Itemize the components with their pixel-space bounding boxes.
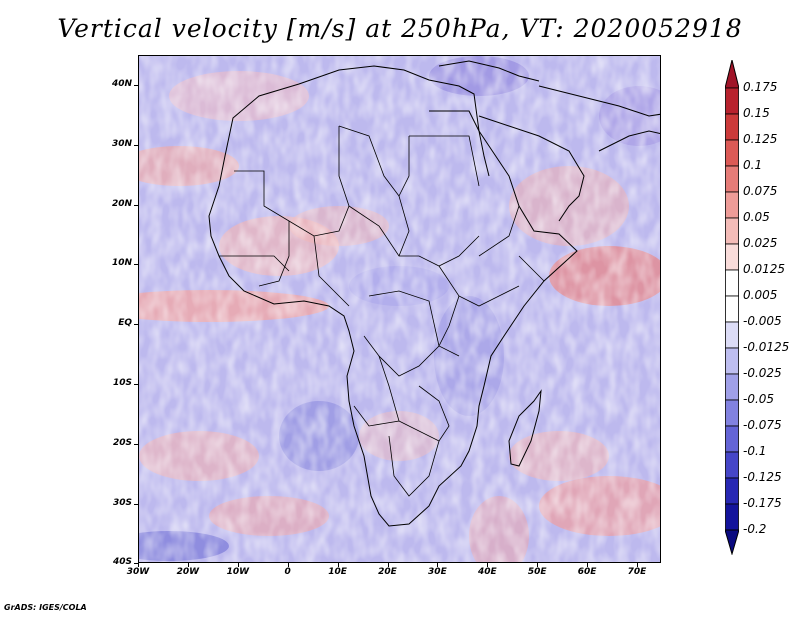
africa-coastline bbox=[208, 60, 660, 527]
colorbar-segment bbox=[725, 425, 739, 453]
colorbar-segment bbox=[725, 269, 739, 297]
lon-tick-label: 10E bbox=[328, 567, 347, 577]
lon-tick-mark bbox=[187, 563, 189, 567]
lon-tick-mark bbox=[437, 563, 439, 567]
colorbar-segment bbox=[725, 191, 739, 219]
colorbar-segment bbox=[725, 113, 739, 141]
colorbar-segment bbox=[725, 451, 739, 479]
colorbar-segment bbox=[725, 399, 739, 427]
colorbar-level-label: -0.025 bbox=[743, 366, 782, 380]
lon-tick-label: 20W bbox=[176, 567, 200, 577]
colorbar-level-label: 0.05 bbox=[743, 210, 770, 224]
colorbar-segment bbox=[725, 217, 739, 245]
lat-tick-label: 20S bbox=[112, 437, 132, 448]
colorbar-segment bbox=[725, 503, 739, 531]
lat-tick-label: EQ bbox=[118, 318, 132, 329]
colorbar-level-label: -0.005 bbox=[743, 314, 782, 328]
lon-tick-label: 70E bbox=[627, 567, 647, 577]
colorbar-segment bbox=[725, 243, 739, 271]
lon-tick-mark bbox=[337, 563, 339, 567]
lat-tick-mark bbox=[134, 204, 138, 206]
lon-tick-mark bbox=[237, 563, 239, 567]
colorbar-level-label: 0.175 bbox=[743, 80, 778, 94]
colorbar-level-label: -0.125 bbox=[743, 470, 782, 484]
lon-tick-label: 30E bbox=[428, 567, 447, 577]
lon-tick-label: 40E bbox=[477, 567, 497, 577]
colorbar-segment bbox=[725, 321, 739, 349]
colorbar-level-label: 0.0125 bbox=[743, 262, 785, 276]
lat-tick-mark bbox=[134, 144, 138, 146]
lat-tick-label: 40N bbox=[111, 79, 132, 89]
lon-tick-label: 0 bbox=[284, 567, 291, 577]
colorbar-segment bbox=[725, 139, 739, 167]
lat-tick-label: 20N bbox=[111, 198, 132, 209]
lon-tick-label: 30W bbox=[126, 567, 150, 577]
colorbar-level-label: 0.005 bbox=[743, 288, 778, 302]
colorbar-level-label: 0.1 bbox=[743, 158, 763, 172]
lon-tick-mark bbox=[637, 563, 638, 567]
colorbar-level-label: 0.075 bbox=[743, 184, 778, 198]
lat-tick-label: 10S bbox=[112, 378, 132, 388]
lon-tick-mark bbox=[138, 563, 139, 567]
lon-tick-mark bbox=[587, 563, 589, 567]
lon-tick-mark bbox=[387, 563, 389, 567]
lat-tick-mark bbox=[134, 563, 138, 565]
lon-tick-label: 10W bbox=[226, 567, 250, 577]
lat-tick-mark bbox=[134, 85, 138, 86]
lat-tick-label: 30N bbox=[111, 138, 132, 149]
colorbar-level-label: -0.1 bbox=[743, 444, 767, 458]
lon-tick-mark bbox=[487, 563, 489, 567]
lat-tick-mark bbox=[134, 324, 138, 326]
colorbar-level-label: 0.15 bbox=[743, 106, 770, 120]
colorbar-level-label: -0.2 bbox=[743, 522, 767, 536]
colorbar-segment bbox=[725, 477, 739, 505]
colorbar-segment bbox=[725, 87, 739, 115]
colorbar-level-label: -0.05 bbox=[743, 392, 775, 406]
chart-title: Vertical velocity [m/s] at 250hPa, VT: 2… bbox=[57, 14, 743, 43]
lat-tick-label: 30S bbox=[112, 497, 132, 508]
colorbar bbox=[725, 60, 739, 555]
colorbar-segment bbox=[725, 347, 739, 375]
colorbar-level-label: -0.075 bbox=[743, 418, 782, 432]
colorbar-level-label: 0.125 bbox=[743, 132, 778, 146]
lon-tick-label: 50E bbox=[527, 567, 547, 577]
colorbar-level-label: -0.0125 bbox=[743, 340, 790, 354]
colorbar-level-label: 0.025 bbox=[743, 236, 778, 250]
lat-tick-label: 40S bbox=[112, 557, 132, 568]
lon-tick-mark bbox=[537, 563, 539, 567]
lat-tick-mark bbox=[134, 503, 138, 505]
texture-overlay bbox=[139, 56, 660, 562]
colorbar-top-triangle bbox=[725, 60, 739, 89]
lon-tick-mark bbox=[287, 563, 289, 567]
map-plot-area bbox=[138, 55, 661, 563]
lat-tick-mark bbox=[134, 384, 138, 385]
lon-tick-label: 20E bbox=[378, 567, 397, 577]
colorbar-segment bbox=[725, 165, 739, 193]
lat-tick-mark bbox=[134, 443, 138, 445]
lon-tick-label: 60E bbox=[577, 567, 597, 577]
colorbar-bottom-triangle bbox=[725, 529, 739, 555]
country-borders bbox=[219, 125, 545, 497]
colorbar-segment bbox=[725, 295, 739, 323]
colorbar-level-label: -0.175 bbox=[743, 496, 782, 510]
lat-tick-mark bbox=[134, 264, 138, 266]
grads-credit: GrADS: IGES/COLA bbox=[4, 603, 87, 612]
colorbar-segment bbox=[725, 373, 739, 401]
lat-tick-label: 10N bbox=[111, 258, 132, 269]
velocity-field-map bbox=[139, 56, 660, 562]
